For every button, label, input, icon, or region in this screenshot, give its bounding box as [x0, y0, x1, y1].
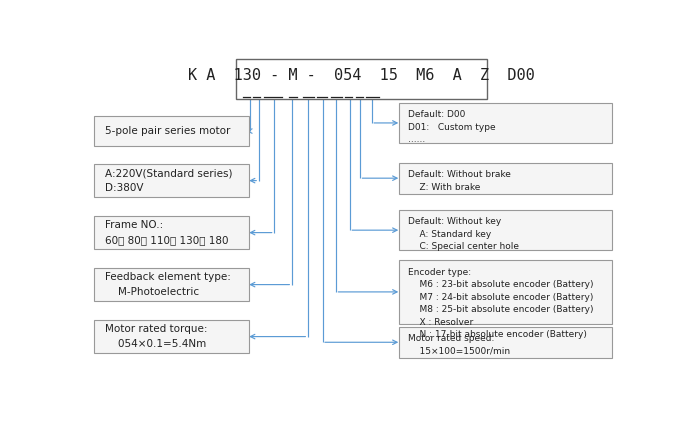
FancyBboxPatch shape [398, 163, 612, 194]
FancyBboxPatch shape [398, 327, 612, 358]
Text: Motor rated speed:
    15×100=1500r/min: Motor rated speed: 15×100=1500r/min [408, 334, 510, 356]
Text: K A  130 - M -  054  15  M6  A  Z  D00: K A 130 - M - 054 15 M6 A Z D00 [187, 68, 535, 83]
Text: Frame NO.:
60、 80、 110、 130、 180: Frame NO.: 60、 80、 110、 130、 180 [105, 220, 228, 245]
FancyBboxPatch shape [94, 268, 249, 301]
Text: Encoder type:
    M6 : 23-bit absolute encoder (Battery)
    M7 : 24-bit absolut: Encoder type: M6 : 23-bit absolute encod… [408, 268, 593, 339]
Text: Default: Without brake
    Z: With brake: Default: Without brake Z: With brake [408, 170, 511, 192]
FancyBboxPatch shape [94, 116, 249, 146]
FancyBboxPatch shape [236, 59, 486, 99]
Text: Default: D00
D01:   Custom type
......: Default: D00 D01: Custom type ...... [408, 110, 495, 144]
Text: Motor rated torque:
    054×0.1=5.4Nm: Motor rated torque: 054×0.1=5.4Nm [105, 324, 207, 349]
Text: Default: Without key
    A: Standard key
    C: Special center hole: Default: Without key A: Standard key C: … [408, 217, 519, 252]
FancyBboxPatch shape [398, 260, 612, 324]
FancyBboxPatch shape [94, 320, 249, 353]
Text: A:220V(Standard series)
D:380V: A:220V(Standard series) D:380V [105, 168, 232, 193]
FancyBboxPatch shape [398, 210, 612, 251]
Text: 5-pole pair series motor: 5-pole pair series motor [105, 126, 230, 136]
FancyBboxPatch shape [398, 103, 612, 143]
FancyBboxPatch shape [94, 216, 249, 249]
FancyBboxPatch shape [94, 164, 249, 197]
Text: Feedback element type:
    M-Photoelectric: Feedback element type: M-Photoelectric [105, 272, 231, 297]
